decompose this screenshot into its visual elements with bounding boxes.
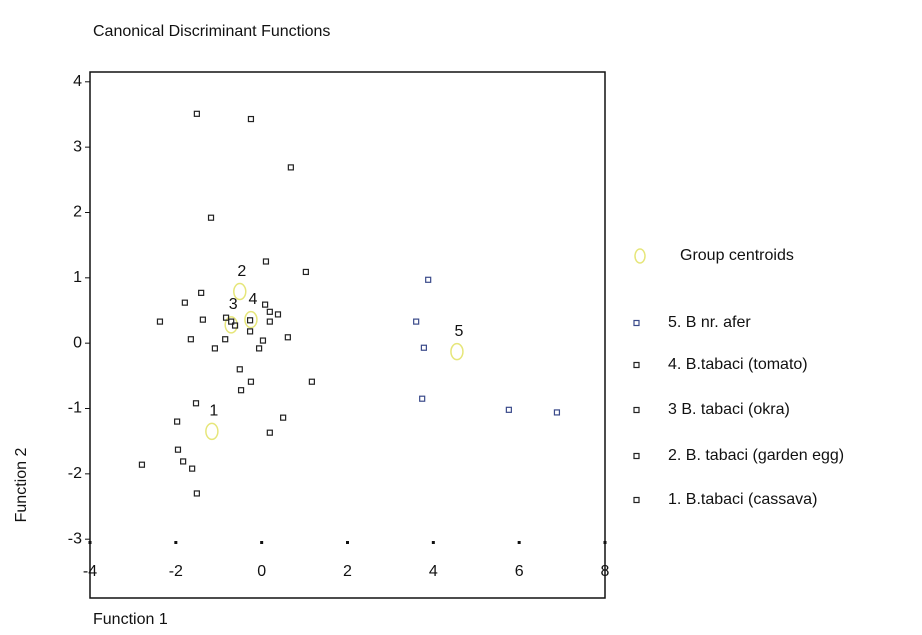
y-tick-label: 2: [73, 204, 82, 221]
point: [246, 317, 254, 324]
y-tick-label: 4: [73, 73, 82, 90]
point: [247, 115, 255, 123]
point: [450, 342, 464, 361]
y-tick-label: 3: [73, 138, 82, 155]
x-tick: [260, 541, 264, 544]
point: [189, 465, 196, 472]
point: [236, 366, 243, 373]
point: [262, 258, 270, 265]
point: [255, 345, 263, 352]
y-axis-label: Function 2: [13, 448, 30, 523]
legend-label: Group centroids: [680, 247, 794, 264]
y-tick-label: -3: [68, 530, 82, 547]
point: [205, 422, 219, 441]
point: [302, 268, 309, 276]
point: [181, 299, 188, 306]
x-tick-label: 2: [343, 563, 352, 580]
y-tick-label: 0: [73, 334, 82, 351]
legend-label: 1. B.tabaci (cassava): [668, 491, 817, 508]
point: [246, 328, 254, 335]
y-tick-label: -1: [68, 400, 82, 417]
point-label: 1: [209, 403, 218, 420]
point: [266, 308, 273, 315]
point: [237, 387, 245, 394]
point: [425, 276, 432, 283]
point: [284, 334, 291, 341]
point: [413, 318, 420, 325]
point-label: 4: [248, 291, 257, 308]
x-tick: [174, 541, 178, 544]
point: [233, 282, 247, 301]
point: [192, 400, 200, 407]
point: [199, 316, 206, 323]
x-tick: [88, 541, 92, 544]
legend-marker: [633, 452, 640, 460]
point: [280, 414, 287, 421]
legend-label: 3 B. tabaci (okra): [668, 401, 790, 418]
point: [231, 322, 239, 329]
point: [222, 336, 229, 343]
point: [156, 318, 164, 325]
point: [174, 446, 182, 453]
point: [180, 458, 187, 465]
legend-marker: [633, 496, 640, 504]
point: [187, 336, 194, 343]
x-tick-label: 4: [429, 563, 438, 580]
point: [193, 490, 200, 497]
point: [247, 378, 255, 385]
x-tick-label: -4: [83, 563, 97, 580]
point-label: 3: [229, 296, 238, 313]
legend-label: 2. B. tabaci (garden egg): [668, 447, 844, 464]
point: [262, 301, 269, 308]
legend-marker: [634, 248, 646, 264]
legend-marker: [633, 319, 640, 327]
plot-frame: [89, 71, 606, 599]
point: [222, 314, 230, 321]
point: [193, 110, 200, 117]
x-tick-label: 6: [515, 563, 524, 580]
legend-marker: [633, 361, 640, 369]
point: [207, 214, 215, 221]
point: [174, 418, 181, 425]
legend-label: 4. B.tabaci (tomato): [668, 356, 808, 373]
point: [198, 289, 205, 296]
point: [259, 337, 267, 344]
x-axis-label: Function 1: [93, 611, 168, 628]
x-tick-label: 0: [257, 563, 266, 580]
x-tick: [431, 541, 435, 544]
x-tick: [346, 541, 349, 544]
point: [274, 311, 282, 318]
chart-title: Canonical Discriminant Functions: [93, 23, 330, 40]
x-tick: [517, 541, 521, 544]
point: [505, 406, 512, 413]
legend-marker: [633, 406, 640, 414]
x-tick: [603, 541, 607, 544]
x-tick-label: 8: [601, 563, 610, 580]
y-tick-label: -2: [68, 465, 82, 482]
point: [553, 409, 561, 416]
point: [287, 164, 294, 171]
point: [244, 310, 258, 329]
point-label: 2: [237, 263, 246, 280]
point-label: 5: [454, 323, 463, 340]
y-tick-label: 1: [73, 269, 82, 286]
point: [138, 461, 146, 468]
point: [308, 378, 315, 385]
point: [419, 395, 426, 402]
point: [211, 345, 218, 352]
x-tick-label: -2: [169, 563, 183, 580]
point: [228, 318, 235, 325]
point: [420, 344, 427, 351]
legend-label: 5. B nr. afer: [668, 314, 751, 331]
point: [266, 318, 273, 325]
point: [266, 429, 273, 436]
